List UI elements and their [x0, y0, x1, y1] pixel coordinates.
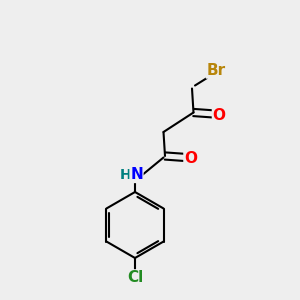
Text: O: O	[212, 108, 226, 123]
Text: O: O	[184, 152, 197, 166]
Text: H: H	[120, 168, 132, 182]
Text: Cl: Cl	[127, 270, 143, 285]
Text: N: N	[130, 167, 143, 182]
Text: Br: Br	[206, 63, 226, 78]
